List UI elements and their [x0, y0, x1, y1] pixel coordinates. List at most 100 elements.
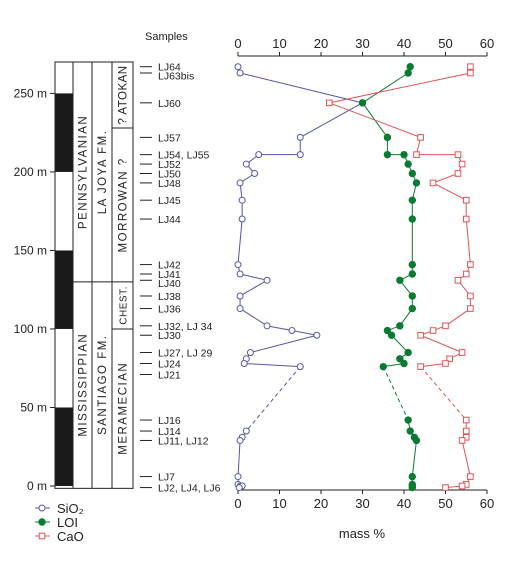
series-1-point-30	[408, 483, 416, 492]
series-2-segment-22	[420, 366, 467, 421]
sample-label-18: LJ24	[158, 359, 181, 371]
series-2-segment-7	[432, 173, 459, 184]
x-axis-label: mass %	[339, 526, 386, 541]
series-2-point-23	[462, 416, 470, 424]
series-0-segment-21	[244, 363, 301, 368]
series-0-point-10	[238, 215, 246, 223]
x-tick-label-top-4: 40	[397, 36, 411, 51]
x-tick-label-bottom-0: 0	[234, 496, 241, 511]
sample-label-3: LJ57	[158, 132, 181, 144]
stages-label-2: CHEST.	[119, 286, 130, 325]
series-2-point-16	[442, 322, 449, 330]
sample-label-24: LJ2, LJ4, LJ6	[158, 483, 221, 495]
sample-label-12: LJ40	[158, 278, 181, 290]
series-0-point-12	[236, 270, 244, 278]
series-0	[234, 63, 366, 492]
series-1-point-9	[408, 196, 416, 204]
series-1-point-3	[383, 133, 392, 142]
legend-label-0: SiO₂	[57, 501, 84, 516]
sample-label-7: LJ48	[158, 178, 181, 190]
legend-marker-2	[38, 532, 46, 540]
series-2-point-2	[326, 99, 333, 107]
sample-label-15: LJ32, LJ 34	[158, 321, 212, 333]
stages-label-3: MERAMECIAN	[118, 362, 130, 455]
series-0-point-16	[263, 322, 271, 330]
legend-marker-0	[38, 504, 46, 512]
sample-label-10: LJ42	[158, 260, 181, 272]
series-2-segment-21	[420, 363, 446, 368]
series-0-segment-17	[291, 330, 317, 336]
series-1-point-10	[408, 215, 416, 223]
series-2-point-30	[442, 484, 449, 491]
series-1-point-24	[406, 427, 414, 435]
sample-label-19: LJ21	[158, 370, 181, 382]
x-tick-label-bottom-2: 20	[314, 496, 328, 511]
series-0-point-0	[234, 63, 242, 71]
sample-label-14: LJ36	[158, 304, 181, 316]
series-1-point-11	[408, 260, 416, 269]
series-2-segment-26	[461, 440, 471, 477]
series-2-segment-1	[329, 72, 471, 104]
series-1-point-15	[408, 304, 416, 313]
series-2-point-27	[467, 473, 474, 480]
depth-tick-label-4: 200 m	[14, 165, 47, 179]
series-1-segment-26	[411, 440, 417, 477]
series-2	[326, 63, 474, 491]
series-1-point-4	[383, 150, 392, 159]
series-0-point-30	[235, 484, 243, 492]
series-0-point-1	[236, 69, 244, 77]
x-tick-label-bottom-4: 40	[397, 496, 411, 511]
series-0-segment-18	[250, 334, 317, 354]
series-2-point-24	[462, 427, 470, 435]
depth-tick-label-0: 0 m	[27, 479, 47, 493]
series-2-point-11	[467, 261, 474, 268]
legend-label-2: CaO	[57, 529, 84, 544]
series-2-segment-10	[465, 218, 471, 265]
stages-label-1: MORROWAN ?	[118, 157, 130, 252]
series-2-point-12	[462, 270, 470, 278]
sample-label-1: LJ63bis	[158, 71, 194, 83]
x-tick-label-top-2: 20	[314, 36, 328, 51]
sample-label-0: LJ64	[158, 62, 181, 74]
series-2-point-6	[458, 160, 466, 168]
x-tick-label-top-0: 0	[234, 36, 241, 51]
series-2-point-29	[458, 482, 466, 490]
series-1	[358, 63, 421, 492]
x-tick-label-top-6: 60	[480, 36, 494, 51]
series-1-point-2	[358, 99, 367, 107]
series-0-point-7	[251, 169, 259, 177]
series-1-segment-22	[382, 366, 409, 421]
series-0-segment-2	[300, 102, 363, 138]
series-1-segment-1	[362, 72, 409, 104]
series-2-segment-8	[432, 182, 467, 201]
series-2-point-5	[454, 151, 462, 158]
depth-tick-label-5: 250 m	[14, 86, 47, 100]
series-0-point-8	[236, 179, 244, 187]
plot-area: 0 0 10 10 20 20 30 30 40 40 50 50 60 60 mass %	[234, 36, 494, 541]
series-0-point-22	[296, 363, 304, 371]
x-tick-label-top-3: 30	[355, 36, 369, 51]
series-2-point-18	[417, 331, 424, 339]
sample-label-16: LJ30	[158, 330, 181, 342]
sample-label-5: LJ52	[158, 159, 181, 171]
formations-label-1: SANTIAGO FM.	[97, 335, 109, 435]
series-2-point-10	[462, 215, 470, 223]
series-0-point-11	[234, 261, 242, 269]
series-2-segment-2	[329, 102, 421, 138]
series-0-point-6	[242, 160, 250, 168]
series-0-point-26	[234, 473, 242, 481]
sample-label-8: LJ45	[158, 195, 181, 207]
series-0-point-21	[240, 360, 248, 368]
sample-label-17: LJ27, LJ 29	[158, 348, 212, 360]
depth-tick-label-3: 150 m	[14, 243, 47, 257]
series-1-point-7	[408, 169, 416, 178]
series-1-point-13	[396, 276, 404, 284]
sample-label-11: LJ41	[158, 269, 181, 281]
series-1-point-6	[404, 160, 412, 168]
series-1-point-26	[412, 436, 421, 445]
sample-label-20: LJ16	[158, 415, 181, 427]
series-0-point-14	[236, 292, 244, 300]
series-1-point-1	[404, 69, 412, 77]
scale-band-2	[55, 93, 73, 172]
series-2-point-13	[454, 276, 462, 284]
